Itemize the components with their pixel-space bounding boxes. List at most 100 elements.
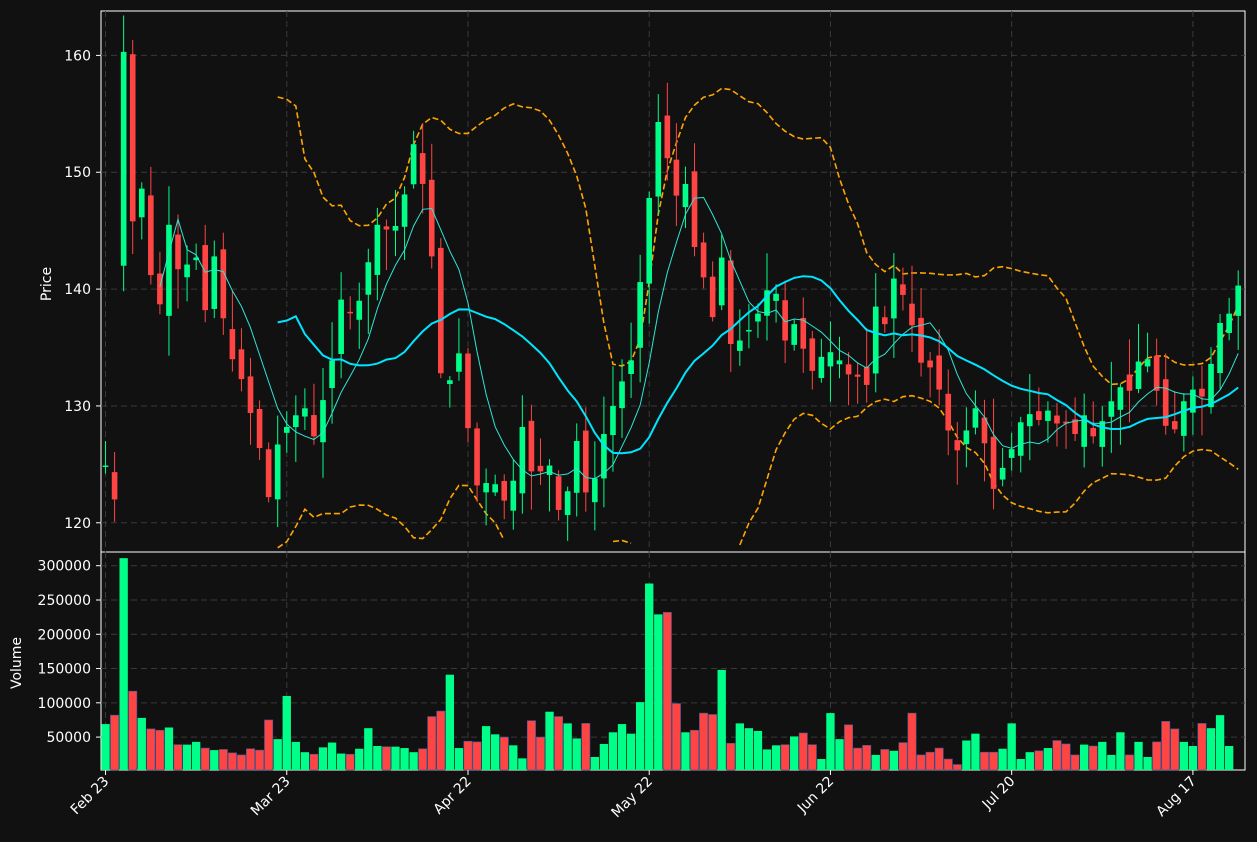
candle [419,123,426,214]
volume-bar [1206,728,1216,770]
candle [302,388,308,430]
candle-body [854,374,861,377]
candle [1135,323,1142,394]
candle-body [148,195,154,276]
candle [1045,401,1051,443]
candle-body [755,313,761,322]
candle [546,459,553,512]
candle-body [274,444,281,500]
candle [963,407,970,468]
ma-fast-line [159,196,1239,480]
candle-body [519,426,526,494]
candle [700,232,707,289]
candle-body [863,366,870,385]
volume-bar [581,723,591,771]
candle-body [836,360,843,365]
volume-bar [218,749,228,771]
candle [1072,397,1078,441]
volume-bar [282,695,291,770]
volume-bar [735,723,744,770]
volume-bar [436,710,446,771]
candle [1190,376,1196,435]
candle [1090,401,1097,444]
candle-body [1199,388,1205,397]
candle-body [510,480,517,511]
volume-bar [654,614,663,770]
volume-bar [1224,746,1234,770]
candle [519,395,526,514]
candle [854,362,861,404]
candle [329,322,335,424]
candle-body [891,278,897,319]
candle-body [347,311,353,314]
x-tick-label: Jul 20 [979,774,1019,814]
volume-bar [699,712,709,771]
candle [211,240,218,319]
volume-bar [572,738,581,770]
candle [437,238,444,379]
candle [501,474,508,520]
volume-bar [373,746,382,770]
volume-bar [255,749,265,771]
candle [447,375,453,408]
candle-body [546,465,553,475]
volume-bar [1043,748,1053,770]
candle-body [936,355,942,390]
volume-bar [1188,746,1198,770]
volume-bar [472,741,482,771]
candle-body [329,360,335,389]
candle-body [1117,387,1124,410]
candle [981,399,988,482]
bollinger-bands [277,87,1239,549]
candle-body [782,300,788,341]
candle [365,248,372,334]
candle-body [827,352,834,367]
candle [311,383,317,445]
candle [791,319,798,351]
candle [102,441,109,474]
candle-body [673,159,680,196]
volume-bar [862,745,872,771]
candle [1126,339,1133,423]
volume-bar [1161,721,1171,771]
volume-bar [1152,741,1162,771]
candle-body [1036,411,1042,420]
lower-band [277,394,1239,549]
candle-body [102,465,109,468]
candle [909,265,915,352]
candle [891,253,897,358]
candle-body [256,409,263,449]
candle-body [302,408,308,417]
volume-bar [336,753,346,770]
volume-bar [327,742,337,770]
candle-body [166,224,172,316]
candle-body [1135,361,1142,389]
candle-body [664,115,671,159]
candle-body [691,171,698,248]
candle [111,452,118,522]
candle [247,357,254,445]
candle [800,297,807,373]
candle [882,305,888,333]
candle [691,143,698,257]
candle-body [727,260,734,345]
candle [1181,393,1187,452]
candle [573,423,580,517]
volume-bar [626,733,636,770]
volume-bar [300,752,310,770]
candle [392,189,399,257]
volume-bar [210,750,219,770]
candle [293,395,299,462]
candle-body [718,257,725,306]
candle [945,369,952,456]
volume-bar [173,744,183,771]
candle-body [265,449,272,498]
candle-body [637,282,643,348]
volume-bar [1134,741,1143,770]
x-tick-label: Mar 23 [248,774,294,820]
volume-bar [155,729,165,771]
candle-body [909,303,915,326]
volume-bar [898,742,908,771]
volume-tick-label: 50000 [46,730,91,746]
volume-bar [762,749,772,770]
